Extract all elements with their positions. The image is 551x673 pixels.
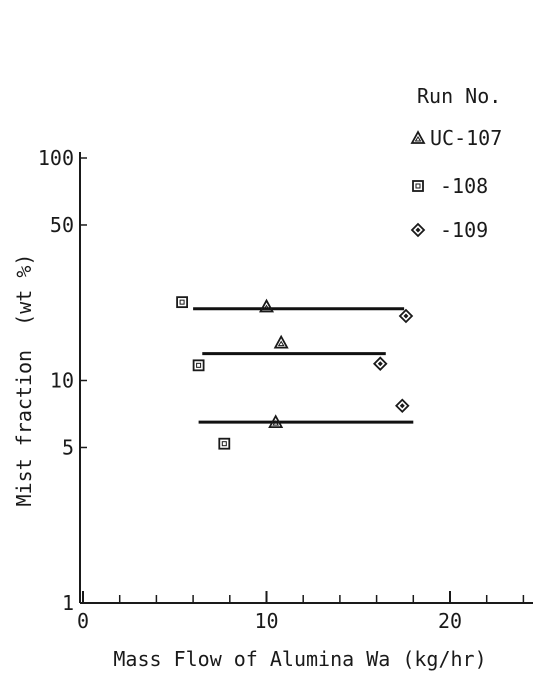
legend-label: -109 [440,218,488,242]
legend-label: UC-107 [430,126,502,150]
legend-items: UC-107 -108 -109 [410,126,502,242]
y-tick-label: 5 [62,435,74,459]
data-point-square [218,437,231,450]
data-point-diamond [398,308,414,324]
legend: Run No. UC-107 -108 -109 [410,84,502,242]
y-tick-label: 10 [50,369,74,393]
x-tick-label: 10 [254,609,278,633]
legend-label: -108 [440,174,488,198]
y-tick-label: 50 [50,213,74,237]
y-tick-label: 1 [62,591,74,615]
data-point-diamond [395,398,410,414]
legend-marker-square [412,180,424,192]
x-axis-label: Mass Flow of Alumina Wa (kg/hr) [113,647,486,671]
data-point-square [192,359,205,372]
axis-ticks [80,157,525,604]
data-point-triangle [268,414,284,429]
y-tick-label: 100 [38,146,74,170]
data-point-triangle [273,334,289,349]
fit-lines [193,307,414,424]
axes [79,152,533,604]
x-tick-label: 0 [77,609,89,633]
data-point-square [176,296,188,309]
data-point-diamond [372,356,388,371]
x-tick-label: 20 [438,609,462,633]
data-point-triangle [258,298,275,313]
legend-title: Run No. [417,84,501,108]
y-axis-label: Mist fraction (wt %) [12,254,36,507]
data-markers [176,296,414,450]
legend-marker-triangle [410,130,426,144]
legend-marker-diamond [410,222,426,238]
